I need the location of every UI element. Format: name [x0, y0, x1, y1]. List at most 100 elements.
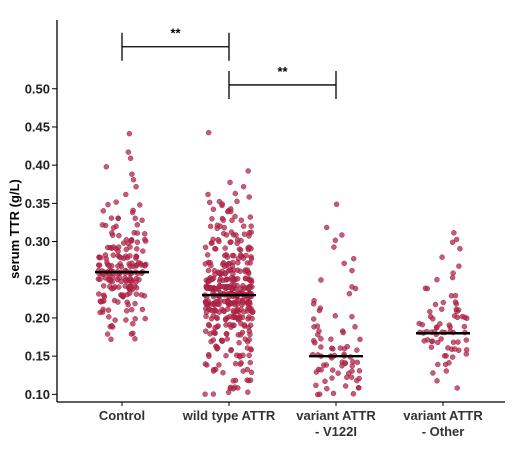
data-point: [232, 302, 238, 308]
data-point: [96, 262, 103, 268]
data-point: [462, 314, 468, 320]
data-point: [317, 305, 323, 311]
data-point: [457, 245, 463, 252]
data-point: [206, 353, 212, 359]
data-point: [129, 171, 135, 177]
data-point: [438, 336, 444, 342]
data-point: [461, 323, 468, 330]
data-point: [132, 300, 138, 307]
data-point: [202, 391, 208, 397]
data-point: [203, 284, 210, 291]
y-tick-label: 0.15: [25, 349, 50, 364]
x-category-label: - V122I: [315, 424, 357, 439]
data-point: [234, 306, 241, 313]
y-tick-label: 0.50: [25, 81, 50, 96]
data-point: [133, 183, 139, 190]
y-tick-label: 0.30: [25, 234, 50, 249]
data-point: [104, 244, 111, 251]
data-point: [219, 201, 225, 207]
data-point: [237, 285, 244, 292]
data-point: [139, 217, 145, 224]
data-point: [132, 316, 138, 322]
data-point: [356, 385, 362, 391]
data-point: [104, 331, 111, 337]
data-point: [109, 286, 115, 292]
data-point: [341, 260, 347, 267]
data-point: [227, 179, 233, 186]
data-point: [349, 314, 355, 320]
data-point: [349, 363, 355, 369]
data-point: [100, 306, 106, 313]
data-point: [130, 176, 137, 183]
data-point: [344, 343, 350, 350]
data-point: [463, 337, 469, 343]
data-point: [205, 129, 212, 136]
data-point: [245, 305, 251, 312]
data-point: [247, 214, 254, 220]
data-point: [449, 354, 456, 360]
data-point: [223, 232, 230, 238]
data-point: [237, 332, 244, 338]
data-point: [246, 230, 253, 236]
x-category-label: variant ATTR: [403, 408, 483, 423]
y-tick-label: 0.40: [25, 158, 50, 173]
data-point: [128, 307, 135, 313]
data-point: [136, 277, 142, 283]
data-point: [133, 291, 140, 297]
data-point: [241, 309, 247, 315]
data-point: [452, 299, 459, 305]
data-point: [210, 368, 217, 374]
data-point: [243, 252, 249, 259]
dots-layer: [95, 129, 470, 398]
data-point: [240, 223, 247, 229]
x-category-label: Control: [99, 408, 145, 423]
data-point: [222, 245, 228, 251]
data-point: [331, 244, 337, 250]
data-point: [427, 309, 433, 315]
data-point: [437, 321, 443, 327]
data-point: [324, 386, 330, 392]
data-point: [435, 339, 441, 346]
data-point: [349, 368, 355, 374]
data-point: [116, 284, 122, 290]
data-point: [228, 239, 234, 245]
data-point: [233, 232, 239, 238]
data-point: [142, 263, 148, 269]
data-point: [247, 331, 253, 338]
data-point: [205, 267, 212, 274]
data-point: [133, 255, 139, 261]
data-point: [134, 222, 141, 228]
data-point: [110, 225, 117, 231]
data-point: [333, 201, 340, 208]
data-point: [134, 246, 140, 252]
data-point: [208, 338, 214, 345]
data-point: [127, 155, 134, 162]
data-point: [220, 370, 226, 376]
data-point: [231, 282, 237, 289]
data-point: [432, 301, 439, 308]
data-point: [429, 338, 436, 344]
data-point: [118, 255, 124, 261]
data-point: [126, 130, 133, 137]
x-category-label: - Other: [422, 424, 465, 439]
data-point: [100, 208, 107, 214]
data-point: [329, 375, 335, 381]
data-point: [247, 322, 254, 328]
data-point: [451, 230, 457, 236]
y-tick-label: 0.35: [25, 196, 50, 211]
data-point: [330, 367, 336, 373]
data-point: [352, 324, 358, 330]
data-point: [330, 390, 337, 397]
data-point: [229, 217, 235, 224]
data-point: [356, 375, 362, 382]
data-point: [213, 286, 220, 292]
data-point: [416, 320, 422, 327]
data-point: [103, 164, 110, 170]
data-point: [223, 353, 229, 359]
data-point: [221, 252, 228, 259]
data-point: [127, 275, 133, 281]
data-point: [244, 267, 251, 273]
data-point: [225, 306, 231, 312]
data-point: [318, 277, 324, 283]
